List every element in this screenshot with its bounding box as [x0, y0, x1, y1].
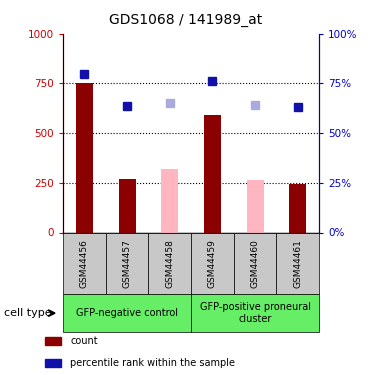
Bar: [247, 180, 264, 232]
Text: GSM44456: GSM44456: [80, 239, 89, 288]
Bar: [76, 84, 93, 232]
Text: GFP-negative control: GFP-negative control: [76, 308, 178, 318]
Text: percentile rank within the sample: percentile rank within the sample: [70, 358, 236, 368]
Text: GDS1068 / 141989_at: GDS1068 / 141989_at: [109, 13, 262, 27]
Text: GSM44457: GSM44457: [122, 239, 132, 288]
Text: GSM44461: GSM44461: [293, 239, 302, 288]
Text: GSM44459: GSM44459: [208, 239, 217, 288]
Text: GSM44460: GSM44460: [250, 239, 260, 288]
Bar: [119, 179, 136, 232]
Bar: [161, 169, 178, 232]
Text: GFP-positive proneural
cluster: GFP-positive proneural cluster: [200, 302, 311, 324]
Text: count: count: [70, 336, 98, 346]
Text: GSM44458: GSM44458: [165, 239, 174, 288]
Text: cell type: cell type: [4, 308, 51, 318]
Bar: [289, 184, 306, 232]
Bar: [204, 115, 221, 232]
